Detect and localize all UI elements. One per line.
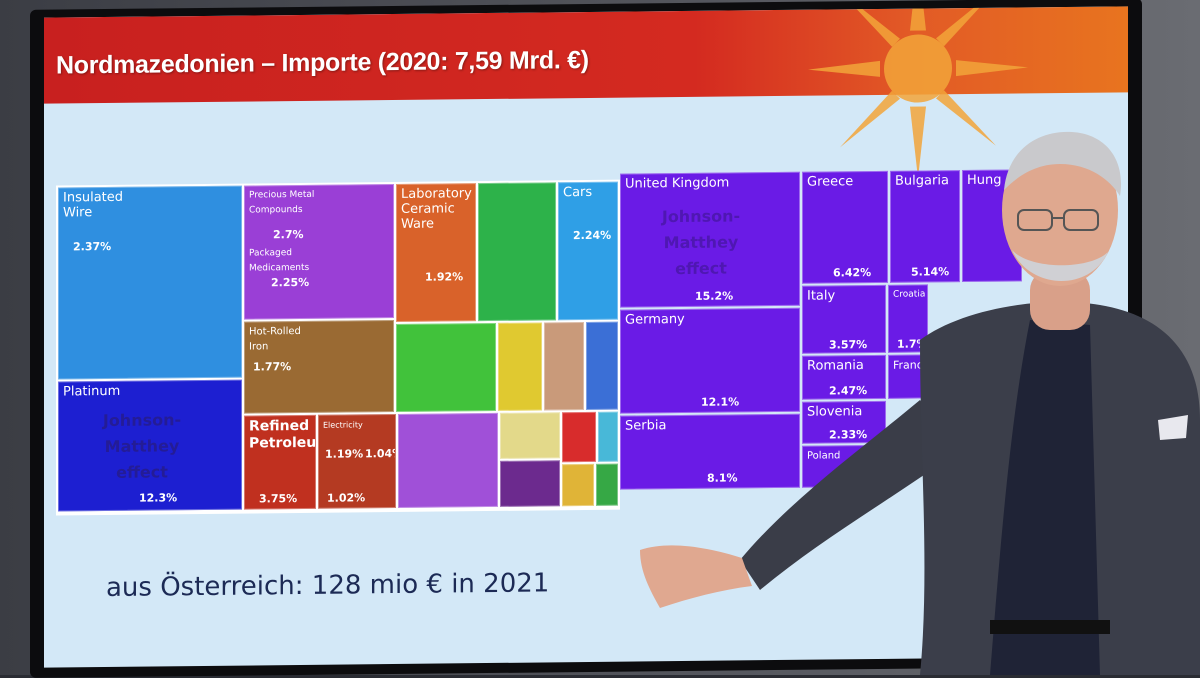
tile-yellow: [498, 322, 542, 411]
tile-textiles: [398, 412, 498, 508]
tile-green-small: [596, 463, 618, 506]
tile-refined-petroleum: Refined Petroleum 3.75%: [244, 414, 316, 510]
tile-blue-small: [586, 321, 618, 410]
tile-darkpurple: [500, 460, 560, 507]
slide-title: Nordmazedonien – Importe (2020: 7,59 Mrd…: [56, 45, 589, 80]
tile-electricity: Electricity 1.19% 1.04% 1.02%: [318, 413, 396, 509]
tile-chemicals: [478, 182, 556, 322]
presentation-screen: Nordmazedonien – Importe (2020: 7,59 Mrd…: [44, 6, 1128, 668]
tile-food-green: [396, 322, 496, 412]
tile-lab-ceramic: Laboratory Ceramic Ware 1.92%: [396, 183, 476, 322]
tile-tan: [544, 322, 584, 411]
tile-gold-small: [562, 463, 594, 507]
tile-cars: Cars 2.24%: [558, 181, 618, 321]
sun-graphic: [808, 6, 1028, 179]
tile-red-small: [562, 411, 596, 463]
tile-lightyellow: [500, 412, 560, 459]
tile-insulated-wire: Insulated Wire 2.37%: [58, 185, 242, 380]
tile-cyan-small: [598, 411, 618, 462]
product-treemap: Insulated Wire 2.37% Platinum Johnson-Ma…: [56, 179, 620, 516]
presenter-person: [640, 131, 1200, 675]
tile-precious-metal: Precious Metal Compounds 2.7% Packaged M…: [244, 184, 394, 320]
austria-imports-note: aus Österreich: 128 mio € in 2021: [106, 568, 550, 604]
tile-metals: Hot-Rolled Iron 1.77%: [244, 320, 394, 414]
title-banner: Nordmazedonien – Importe (2020: 7,59 Mrd…: [44, 6, 1128, 179]
tile-platinum: Platinum Johnson-Matthey effect 12.3%: [58, 379, 242, 512]
